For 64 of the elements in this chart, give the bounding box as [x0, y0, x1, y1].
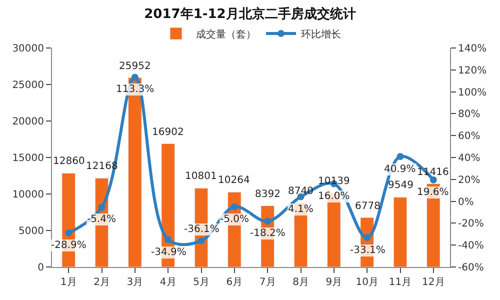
point — [396, 153, 404, 160]
point — [230, 203, 238, 210]
data-label: 19.6% — [417, 187, 449, 198]
x-tick-label: 6月 — [226, 277, 243, 288]
y-tick-label: 5000 — [18, 226, 44, 237]
y2-tick-label: 60% — [458, 131, 480, 142]
x-tick-label: 9月 — [326, 277, 342, 288]
y2-tick-label: -40% — [458, 240, 484, 252]
data-label: 10264 — [218, 175, 250, 186]
y2-tick-label: 120% — [458, 65, 487, 76]
data-label: 9549 — [388, 180, 414, 191]
data-label: 10801 — [185, 171, 217, 182]
x-tick-label: 10月 — [356, 277, 378, 288]
data-label: -33.1% — [350, 245, 386, 256]
data-label: -36.1% — [184, 224, 220, 235]
data-label: 12860 — [53, 156, 85, 167]
legend-label: 环比增长 — [301, 28, 341, 40]
y2-tick-label: 100% — [458, 87, 487, 98]
y-tick-label: 25000 — [12, 80, 44, 91]
y2-tick-label: 0% — [458, 196, 474, 208]
data-label: 113.3% — [116, 84, 154, 95]
x-tick-label: 5月 — [193, 277, 210, 288]
y2-tick-label: -60% — [458, 262, 484, 274]
data-label: 10139 — [318, 176, 350, 187]
point — [164, 236, 172, 244]
x-tick-label: 12月 — [422, 277, 445, 288]
y2-tick-label: 20% — [458, 174, 480, 186]
point — [198, 237, 205, 244]
y2-tick-label: 40% — [458, 153, 480, 164]
data-label: -5.4% — [87, 214, 116, 225]
y2-tick-label: 80% — [458, 109, 480, 120]
data-label: 40.9% — [384, 164, 416, 175]
y-tick-label: 20000 — [12, 116, 44, 128]
y2-tick-label: 140% — [458, 44, 487, 54]
y-tick-label: 15000 — [12, 153, 44, 164]
point — [65, 229, 72, 236]
point — [98, 204, 106, 211]
y-tick-label: 0 — [38, 262, 44, 274]
data-label: -34.9% — [151, 247, 186, 258]
data-label: 4.1% — [288, 204, 314, 215]
x-tick-label: 11月 — [388, 277, 412, 288]
data-label: -5.0% — [220, 214, 250, 225]
x-tick-label: 3月 — [126, 277, 144, 288]
point — [364, 234, 371, 242]
bar — [393, 197, 408, 267]
data-label: -18.2% — [250, 228, 286, 239]
y-tick-label: 30000 — [12, 44, 44, 54]
point — [430, 176, 437, 184]
point — [131, 74, 138, 81]
y2-tick-label: -20% — [458, 218, 484, 230]
x-tick-label: 4月 — [160, 277, 176, 288]
data-label: 16.0% — [318, 191, 350, 202]
data-label: -28.9% — [51, 240, 86, 251]
legend-label: 成交量（套） — [196, 28, 256, 40]
x-tick-label: 1月 — [60, 277, 77, 288]
y-tick-label: 10000 — [12, 190, 44, 200]
x-tick-label: 8月 — [292, 277, 309, 288]
data-label: 16902 — [152, 127, 184, 138]
data-label: 25952 — [119, 61, 151, 72]
x-tick-label: 7月 — [259, 277, 276, 288]
chart-title: 2017年1-12月北京二手房成交统计 — [144, 6, 356, 22]
data-label: 8392 — [255, 189, 280, 200]
point — [264, 218, 272, 225]
x-tick-label: 2月 — [94, 277, 110, 288]
